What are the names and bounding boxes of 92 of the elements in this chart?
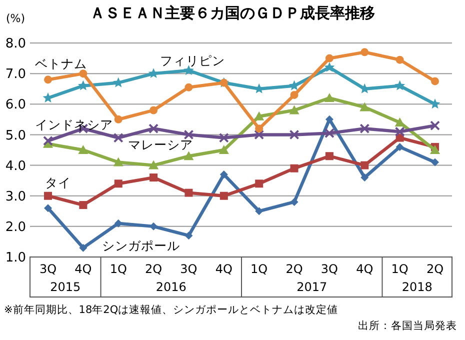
point	[289, 130, 300, 140]
point	[431, 158, 439, 166]
point	[148, 68, 159, 78]
x-tick-label: 1Q	[250, 262, 268, 276]
point	[184, 232, 193, 240]
point	[255, 207, 264, 216]
point	[150, 174, 158, 182]
point	[148, 160, 159, 170]
x-tick-label: 4Q	[215, 262, 232, 276]
y-tick-label: 6.0	[5, 98, 26, 113]
point	[78, 80, 88, 90]
point	[325, 115, 334, 124]
point	[360, 161, 369, 170]
x-tick-label: 2Q	[426, 262, 444, 276]
point	[184, 130, 194, 140]
point	[324, 128, 334, 138]
text: 2015	[50, 280, 81, 294]
x-tick-label: 3Q	[39, 262, 57, 276]
point	[113, 132, 124, 143]
chart-title: ＡＳＥＡＮ主要６カ国のＧＤＰ成長率推移	[90, 4, 375, 22]
point	[324, 62, 335, 72]
point	[79, 70, 88, 78]
series-label: フィリピン	[160, 53, 225, 68]
x-tick-label: 2Q	[286, 262, 303, 276]
point	[114, 180, 122, 188]
point	[394, 126, 405, 137]
point	[430, 120, 440, 131]
y-tick-label: 7.0	[5, 67, 26, 82]
point	[394, 80, 406, 90]
point	[44, 76, 52, 84]
series-label: マレーシア	[128, 137, 193, 152]
point	[396, 142, 404, 151]
y-tick-label: 2.0	[5, 220, 26, 235]
x-tick-label: 3Q	[180, 262, 198, 276]
y-tick-label: 3.0	[5, 189, 26, 204]
text: 2017	[296, 280, 328, 294]
series-label: シンガポール	[102, 238, 180, 253]
y-tick-label: 5.0	[5, 128, 26, 144]
series-label: タイ	[45, 175, 71, 190]
y-axis-title: (%)	[6, 12, 26, 25]
text: 出所：各国当局発表	[358, 319, 457, 332]
point	[431, 77, 439, 86]
x-tick-label: 4Q	[74, 262, 92, 276]
text: ※前年同期比、18年2Qは速報値、シンガポールとベトナムは改定値	[4, 303, 338, 316]
y-tick-label: 4.0	[5, 158, 26, 174]
x-tick-label: 1Q	[391, 262, 408, 276]
point	[396, 56, 404, 64]
point	[78, 145, 88, 154]
point	[150, 222, 158, 230]
series-label: ベトナム	[35, 56, 87, 71]
point	[114, 115, 122, 124]
point	[44, 192, 52, 200]
point	[430, 98, 440, 109]
point	[255, 124, 264, 133]
y-tick-label: 1.0	[5, 250, 26, 266]
point	[184, 151, 194, 160]
point	[150, 106, 158, 114]
point	[290, 164, 298, 172]
point	[254, 111, 264, 120]
point	[220, 192, 228, 200]
point	[148, 124, 159, 134]
point	[113, 157, 124, 166]
point	[44, 204, 52, 212]
x-tick-label: 2Q	[145, 262, 162, 276]
point	[254, 130, 264, 140]
point	[324, 93, 334, 102]
point	[360, 102, 370, 112]
point	[290, 198, 298, 206]
point	[255, 180, 264, 188]
point	[360, 124, 370, 134]
point	[430, 145, 440, 154]
point	[79, 201, 88, 210]
point	[325, 54, 334, 62]
point	[79, 244, 88, 252]
point	[360, 174, 369, 182]
point	[184, 188, 193, 197]
point	[325, 152, 334, 160]
point	[184, 83, 193, 92]
point	[220, 170, 228, 178]
point	[218, 145, 229, 154]
point	[218, 132, 229, 143]
x-tick-label: 1Q	[110, 262, 127, 276]
point	[43, 136, 53, 146]
x-tick-label: 3Q	[320, 262, 338, 276]
x-tick-label: 4Q	[356, 262, 374, 276]
text: 2018	[402, 280, 432, 294]
point	[360, 48, 369, 56]
point	[290, 90, 298, 99]
point	[183, 65, 194, 75]
point	[289, 105, 300, 114]
text: 2016	[156, 280, 186, 294]
y-tick-label: 8.0	[5, 36, 26, 52]
